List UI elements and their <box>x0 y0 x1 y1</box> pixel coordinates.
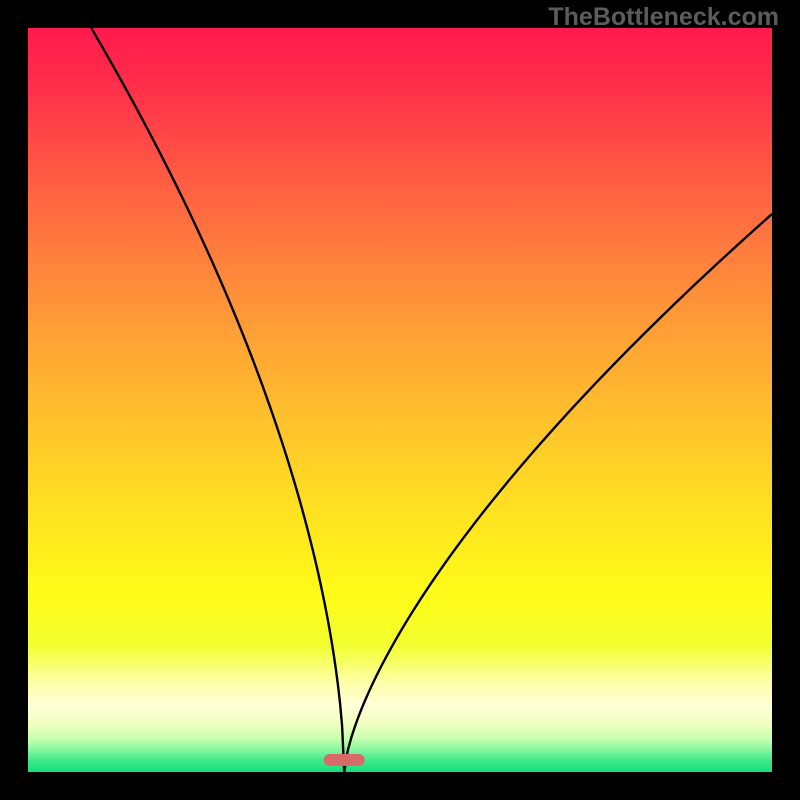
watermark-text: TheBottleneck.com <box>548 3 779 32</box>
left-branch-curve <box>91 28 344 772</box>
chart-container: TheBottleneck.com <box>0 0 800 800</box>
bottleneck-curve-svg <box>28 28 772 772</box>
right-branch-curve <box>344 214 772 772</box>
optimal-marker <box>324 754 365 766</box>
